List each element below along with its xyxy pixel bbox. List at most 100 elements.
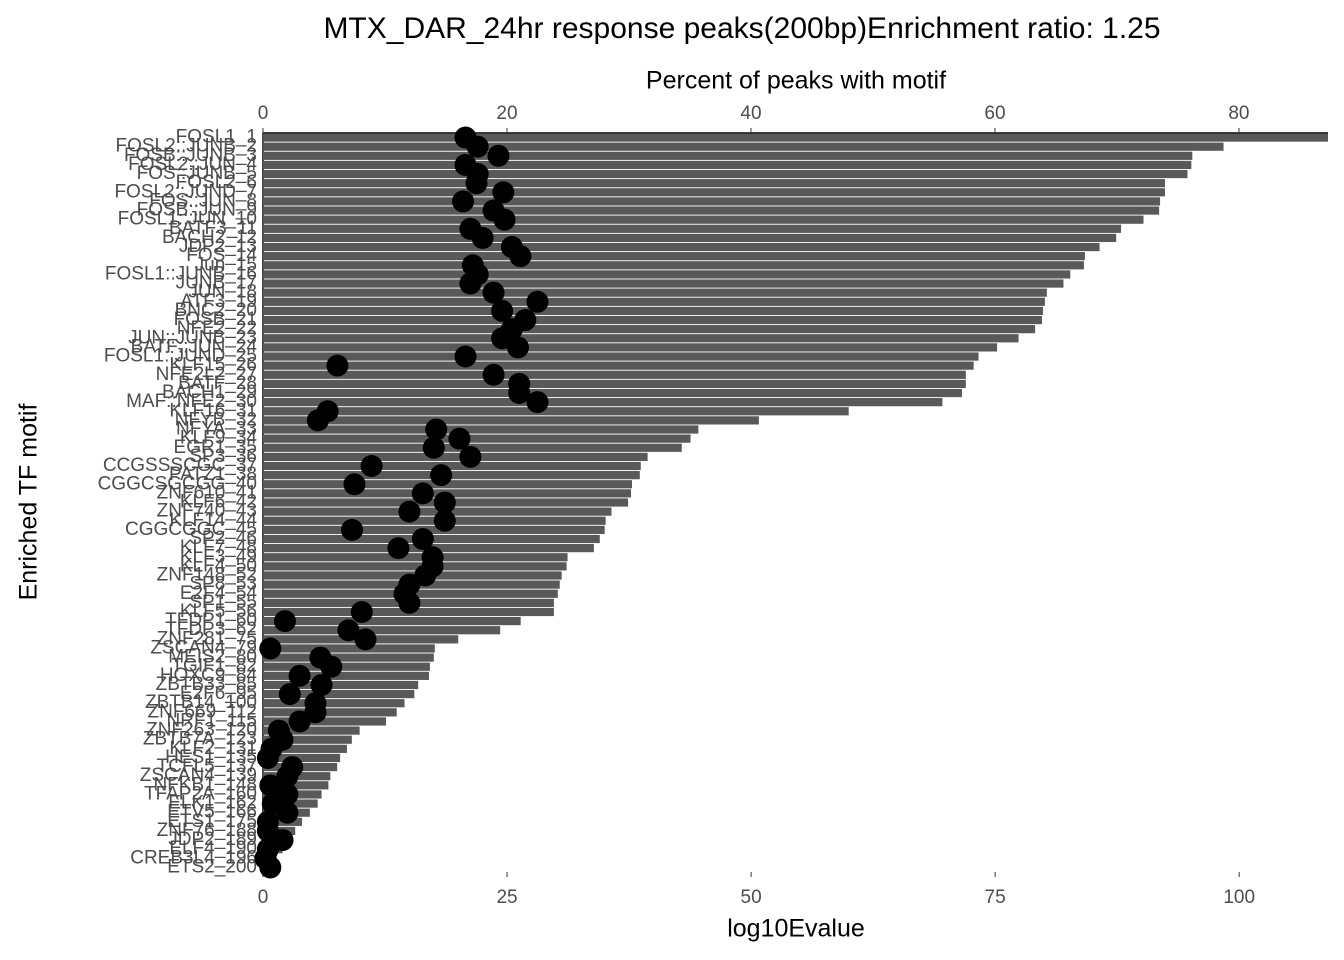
x-tick-label: 75 (985, 887, 1006, 908)
y-tick-label: KLF6_42 (180, 492, 257, 513)
point (276, 765, 299, 788)
y-tick-label: SP3_36 (189, 446, 257, 467)
point (306, 409, 329, 432)
y-tick-label: ZSCAN4_139 (140, 765, 257, 786)
y-tick-label: FOSL2::JUN_4 (128, 154, 257, 175)
bar (263, 297, 1045, 306)
point (454, 345, 477, 368)
y-tick-label: ZNF740_43 (157, 501, 257, 522)
point (256, 746, 279, 769)
y-tick-label: KLF14_44 (169, 510, 257, 531)
y-tick-label: KLF16_31 (169, 400, 257, 421)
y-tick-label: HOXC9_84 (160, 665, 258, 686)
point (433, 491, 456, 514)
x-tick-label: 0 (258, 887, 269, 908)
bar (263, 197, 1161, 206)
bar (263, 169, 1188, 179)
y-tick-label: TCFL5_137 (157, 756, 257, 777)
y-tick-label: NFE2L2_27 (156, 364, 257, 385)
y-tick-label: FOS::JUN_8 (149, 190, 257, 211)
point (310, 673, 333, 696)
y-tick-label: JDP2_189 (168, 829, 257, 850)
bar (263, 699, 405, 708)
y-tick-label: EGR1_35 (174, 437, 257, 458)
y-tick-label: FOSL2::JUNB_2 (116, 136, 258, 157)
point (433, 509, 456, 532)
y-tick-label: ETS1_175 (167, 811, 257, 832)
y-tick-label: NFKB1_148 (153, 774, 257, 795)
y-tick-label: FOSB_21 (174, 309, 257, 330)
x2-tick-label: 80 (1228, 103, 1249, 124)
bar (263, 680, 419, 690)
point (526, 290, 549, 313)
x-tick-label: 50 (741, 887, 762, 908)
y-tick-label: HES1_135 (165, 747, 257, 768)
bar (263, 270, 1071, 279)
y-tick-label: BATF_28 (178, 373, 257, 394)
bar (263, 370, 966, 379)
y-tick-label: FOSL1::JUN_10 (118, 209, 257, 230)
x2-tick-label: 40 (740, 103, 761, 124)
point (288, 664, 311, 687)
point (273, 610, 296, 633)
bar (263, 407, 849, 416)
y-tick-label: NFE2_22 (177, 318, 257, 339)
bar (263, 188, 1165, 197)
bar (263, 726, 360, 735)
bar (263, 361, 974, 370)
bar (263, 662, 430, 671)
y-tick-label: BACH2_12 (162, 227, 257, 248)
bar (263, 325, 1036, 334)
y-tick-label: SP2_46 (189, 528, 257, 549)
bar (263, 616, 521, 626)
point (341, 518, 364, 541)
y-tick-label: KLF5_56 (180, 601, 257, 622)
y-tick-label: FOSL1::JUND_25 (104, 346, 257, 367)
bar (263, 215, 1144, 224)
y-tick-label: JUN::JUNB_23 (128, 327, 257, 348)
bar (263, 717, 386, 726)
y-tick-label: ZNF148_52 (157, 565, 257, 586)
y-tick-label: KLF15_26 (169, 355, 257, 376)
y-tick-label: BACH1_29 (162, 382, 257, 403)
point (343, 473, 366, 496)
bar (263, 753, 341, 763)
y-tick-label: Jun_15 (195, 254, 257, 275)
bar (263, 480, 632, 489)
point (487, 144, 510, 167)
y-tick-label: E2F4_54 (180, 583, 258, 604)
point (337, 619, 360, 642)
y-tick-label: SP8_53 (189, 574, 257, 595)
point (360, 455, 383, 478)
y-tick-label: ZBTB7A_123 (143, 729, 257, 750)
y-tick-label: ZBTB33_85 (156, 674, 257, 695)
y-tick-label: ZNF281_75 (157, 628, 257, 649)
bar (263, 416, 759, 425)
point (320, 655, 343, 678)
y-tick-label: KLF9_34 (180, 428, 258, 449)
bar (263, 379, 966, 389)
y-tick-label: FOS_14 (186, 245, 257, 266)
point (422, 436, 445, 459)
y-tick-label: ZNF76_188 (157, 820, 257, 841)
y-tick-label: MEIS2_80 (168, 647, 257, 668)
point (387, 537, 410, 560)
y-axis-title: Enriched TF motif (15, 404, 43, 601)
bar (263, 434, 691, 443)
point (466, 135, 489, 158)
bar (263, 653, 434, 662)
x2-axis-title: Percent of peaks with motif (646, 67, 946, 95)
bar (263, 160, 1192, 170)
y-tick-label: FOSL2_6 (176, 172, 257, 193)
point (259, 856, 282, 879)
bar (263, 689, 415, 699)
y-tick-label: NRF1_115 (167, 710, 257, 731)
y-tick-label: FOS::JUNB_5 (137, 163, 257, 184)
bar (263, 388, 962, 398)
y-tick-label: ATF3_19 (180, 291, 257, 312)
y-tick-label: SP1_55 (189, 592, 257, 613)
bar (263, 507, 612, 516)
point (526, 391, 549, 414)
